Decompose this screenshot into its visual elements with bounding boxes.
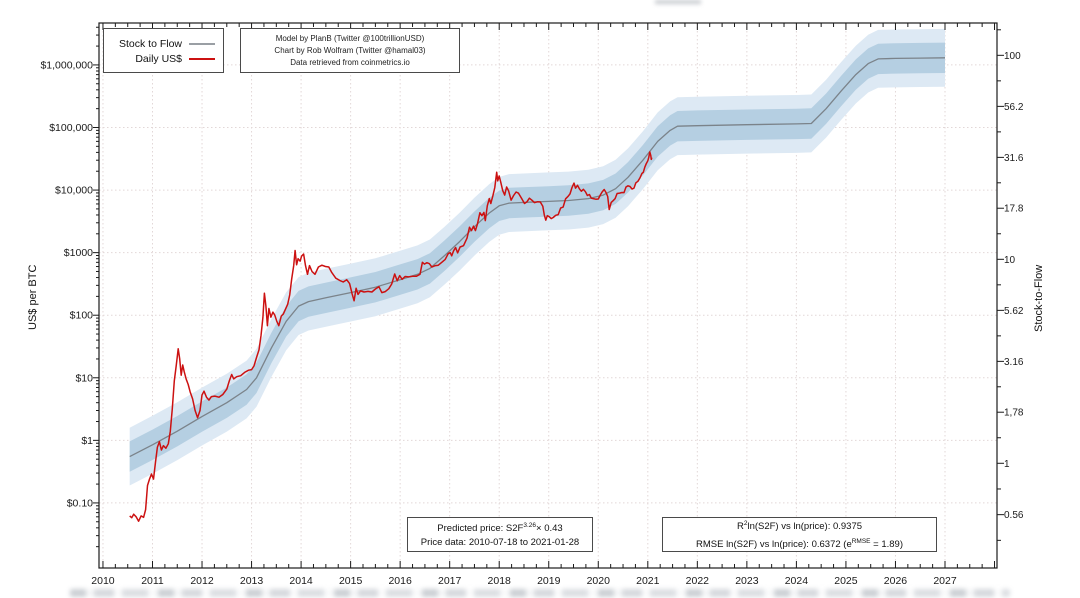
x-tick-label: 2011 (141, 575, 164, 587)
price-data-range: Price data: 2010-07-18 to 2021-01-28 (420, 537, 580, 549)
rmse-prefix: RMSE ln(S2F) vs ln(price): 0.6372 (e (695, 538, 852, 550)
credit-data: Data retrieved from coinmetrics.io (290, 57, 410, 67)
credit-chart: Chart by Rob Wolfram (Twitter @hamal03) (274, 45, 426, 55)
x-tick-label: 2010 (91, 575, 115, 587)
y-right-tick-label: 10 (1004, 255, 1016, 266)
x-tick-label: 2019 (537, 575, 561, 587)
y-left-tick-label: $0.10 (67, 497, 93, 509)
y-right-tick-label: 56.2 (1004, 102, 1024, 113)
rmse-value: = 1.89) (870, 538, 903, 550)
daily-usd-line-swatch (189, 57, 215, 60)
x-tick-label: 2013 (240, 575, 264, 587)
x-tick-label: 2015 (339, 575, 363, 587)
x-tick-label: 2022 (686, 575, 710, 587)
y-left-tick-label: $1 (81, 435, 93, 447)
x-tick-label: 2027 (933, 575, 957, 587)
plot-border (98, 22, 998, 569)
legend: Stock to Flow Daily US$ (103, 28, 224, 73)
y-right-tick-label: 0.56 (1004, 510, 1024, 521)
y-left-tick-label: $1000 (64, 247, 93, 259)
rmse-stat: RMSE ln(S2F) vs ln(price): 0.6372 (eRMSE… (663, 535, 936, 552)
outer-confidence-band (129, 28, 945, 486)
x-tick-label: 2018 (488, 575, 512, 587)
formula-exponent: 3.26 (523, 521, 537, 529)
predicted-price-box: Predicted price: S2F3.26× 0.43 Price dat… (407, 517, 593, 552)
x-tick-label: 2014 (289, 575, 313, 587)
fit-statistics-box: R2ln(S2F) vs ln(price): 0.9375 RMSE ln(S… (662, 517, 937, 552)
blurred-source-text (70, 589, 1010, 597)
x-tick-label: 2026 (884, 575, 908, 587)
x-tick-label: 2021 (636, 575, 660, 587)
x-tick-label: 2016 (388, 575, 412, 587)
legend-item-daily-usd: Daily US$ (108, 53, 215, 65)
x-tick-label: 2024 (785, 575, 809, 587)
r-squared-stat: R2ln(S2F) vs ln(price): 0.9375 (663, 517, 936, 534)
x-tick-label: 2020 (587, 575, 611, 587)
x-tick-label: 2017 (438, 575, 462, 587)
x-tick-label: 2012 (190, 575, 214, 587)
y-right-tick-label: 5.62 (1004, 306, 1024, 317)
legend-item-stock-to-flow: Stock to Flow (108, 38, 215, 50)
r2-value: ln(S2F) vs ln(price): 0.9375 (747, 521, 863, 533)
y-left-tick-label: $100,000 (49, 122, 93, 134)
y-right-tick-label: 1,78 (1004, 408, 1024, 419)
y-right-tick-label: 100 (1004, 51, 1021, 62)
y-right-tick-label: 1 (1004, 459, 1010, 470)
x-tick-label: 2025 (834, 575, 858, 587)
legend-label-daily-usd: Daily US$ (135, 52, 182, 65)
x-tick-label: 2023 (735, 575, 759, 587)
stock-to-flow-model-line (129, 57, 946, 458)
stock-to-flow-line-swatch (189, 42, 215, 45)
formula-prefix: Predicted price: S2F (437, 523, 524, 535)
credits-box: Model by PlanB (Twitter @100trillionUSD)… (240, 28, 460, 73)
y-axis-left-title: US$ per BTC (27, 264, 39, 330)
credit-model: Model by PlanB (Twitter @100trillionUSD) (275, 33, 425, 43)
y-right-tick-label: 31.6 (1004, 153, 1024, 164)
cropped-top-artifact (655, 0, 701, 4)
y-axis-right-title: Stock-to-Flow (1033, 264, 1045, 332)
legend-label-stock-to-flow: Stock to Flow (118, 37, 182, 50)
daily-price-line (129, 151, 653, 522)
r2-prefix: R (736, 521, 744, 533)
y-right-tick-label: 3.16 (1004, 357, 1024, 368)
y-left-tick-label: $1,000,000 (40, 59, 93, 71)
r2-exponent: 2 (743, 520, 748, 528)
formula-suffix: × 0.43 (536, 523, 563, 535)
y-right-tick-label: 17.8 (1004, 204, 1024, 215)
y-left-tick-label: $10 (75, 372, 93, 384)
predicted-price-formula: Predicted price: S2F3.26× 0.43 (408, 519, 592, 536)
y-left-tick-label: $10,000 (55, 185, 93, 197)
y-left-tick-label: $100 (70, 310, 94, 322)
rmse-exponent: RMSE (851, 537, 871, 545)
